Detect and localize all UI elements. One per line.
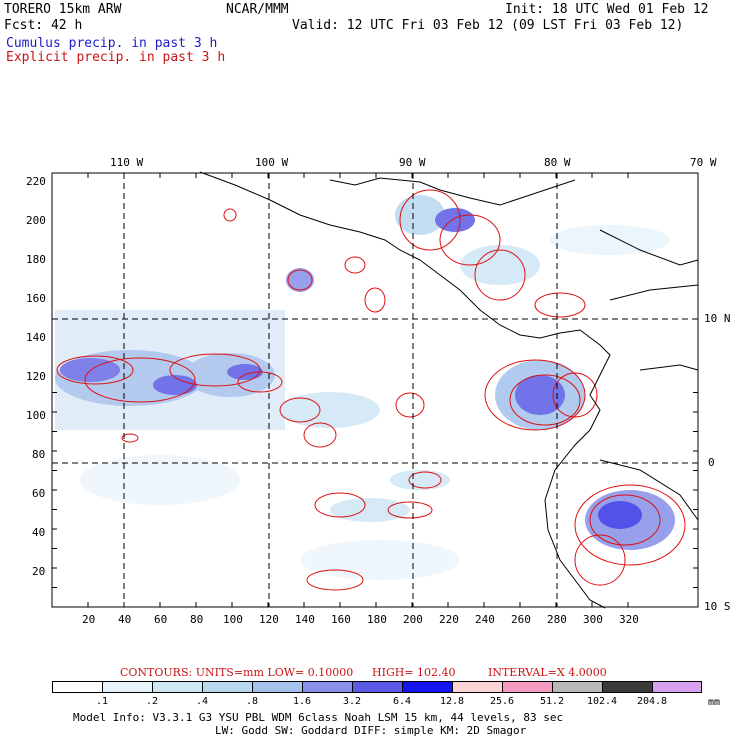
contour-high: HIGH= 102.40 <box>372 666 456 679</box>
y-tick-label: 80 <box>32 448 46 461</box>
x-tick-label: 80 <box>190 613 204 626</box>
y-tick-label: 220 <box>26 175 46 188</box>
x-tick-label: 200 <box>403 613 423 626</box>
forecast-hour: Fcst: 42 h <box>4 18 83 33</box>
y-tick-label: 40 <box>32 526 46 539</box>
colorbar-swatch <box>552 681 602 693</box>
x-tick-label: 40 <box>118 613 132 626</box>
colorbar-label: .1 <box>95 696 109 707</box>
x-tick-label: 60 <box>154 613 168 626</box>
cumulus-field-label: Cumulus precip. in past 3 h <box>6 36 218 51</box>
y-tick-label: 200 <box>26 214 46 227</box>
lon-label-80w: 80 W <box>544 156 571 169</box>
colorbar-label: 12.8 <box>439 696 465 707</box>
model-title: TORERO 15km ARW <box>4 2 122 17</box>
colorbar-swatch <box>102 681 152 693</box>
x-tick-label: 220 <box>439 613 459 626</box>
x-tick-label: 260 <box>511 613 531 626</box>
colorbar-swatch <box>52 681 102 693</box>
colorbar-label: 204.8 <box>636 696 668 707</box>
colorbar-swatch <box>352 681 402 693</box>
grid-tick-marks <box>51 173 698 608</box>
colorbar-swatch <box>402 681 452 693</box>
coastlines <box>199 171 699 609</box>
contour-units: CONTOURS: UNITS=mm LOW= 0.10000 <box>120 666 354 679</box>
colorbar-swatch <box>202 681 252 693</box>
colorbar-label: 25.6 <box>489 696 515 707</box>
x-tick-label: 100 <box>223 613 243 626</box>
colorbar-swatch <box>652 681 702 693</box>
cumulus-precip-shading <box>55 195 675 580</box>
y-tick-label: 160 <box>26 292 46 305</box>
x-tick-label: 180 <box>367 613 387 626</box>
lon-label-110w: 110 W <box>110 156 144 169</box>
x-tick-label: 320 <box>619 613 639 626</box>
init-time: Init: 18 UTC Wed 01 Feb 12 <box>505 2 709 17</box>
colorbar-label: 1.6 <box>292 696 312 707</box>
colorbar-label: 51.2 <box>539 696 565 707</box>
colorbar-swatch <box>252 681 302 693</box>
colorbar-swatch <box>152 681 202 693</box>
explicit-precip-contours <box>56 189 686 591</box>
valid-time: Valid: 12 UTC Fri 03 Feb 12 (09 LST Fri … <box>292 18 684 33</box>
physics-info: LW: Godd SW: Goddard DIFF: simple KM: 2D… <box>215 724 527 737</box>
y-tick-label: 140 <box>26 331 46 344</box>
lat-label-10s: 10 S <box>704 600 731 613</box>
x-tick-label: 280 <box>547 613 567 626</box>
colorbar-swatch <box>302 681 352 693</box>
colorbar-swatch <box>502 681 552 693</box>
map-frame <box>51 172 699 608</box>
colorbar-swatch <box>602 681 652 693</box>
lat-label-10n: 10 N <box>704 312 731 325</box>
x-tick-label: 20 <box>82 613 96 626</box>
x-tick-label: 160 <box>331 613 351 626</box>
colorbar-label: .8 <box>245 696 259 707</box>
x-tick-label: 120 <box>259 613 279 626</box>
colorbar-label: 6.4 <box>392 696 412 707</box>
lat-label-0: 0 <box>708 456 715 469</box>
colorbar-label: 102.4 <box>586 696 618 707</box>
y-tick-label: 100 <box>26 409 46 422</box>
lon-label-90w: 90 W <box>399 156 426 169</box>
colorbar-label: .2 <box>145 696 159 707</box>
y-tick-label: 180 <box>26 253 46 266</box>
x-tick-label: 300 <box>583 613 603 626</box>
lat-lon-grid <box>52 173 698 607</box>
y-tick-label: 120 <box>26 370 46 383</box>
y-tick-label: 60 <box>32 487 46 500</box>
model-info: Model Info: V3.3.1 G3 YSU PBL WDM 6class… <box>73 711 564 724</box>
colorbar-unit: mm <box>708 697 721 708</box>
lon-label-100w: 100 W <box>255 156 289 169</box>
lon-label-70w: 70 W <box>690 156 717 169</box>
x-tick-label: 140 <box>295 613 315 626</box>
contour-interval: INTERVAL=X 4.0000 <box>488 666 607 679</box>
x-tick-label: 240 <box>475 613 495 626</box>
colorbar-label: .4 <box>195 696 209 707</box>
colorbar-swatch <box>452 681 502 693</box>
y-tick-label: 20 <box>32 565 46 578</box>
org-label: NCAR/MMM <box>226 2 289 17</box>
colorbar-label: 3.2 <box>342 696 362 707</box>
explicit-field-label: Explicit precip. in past 3 h <box>6 50 226 65</box>
